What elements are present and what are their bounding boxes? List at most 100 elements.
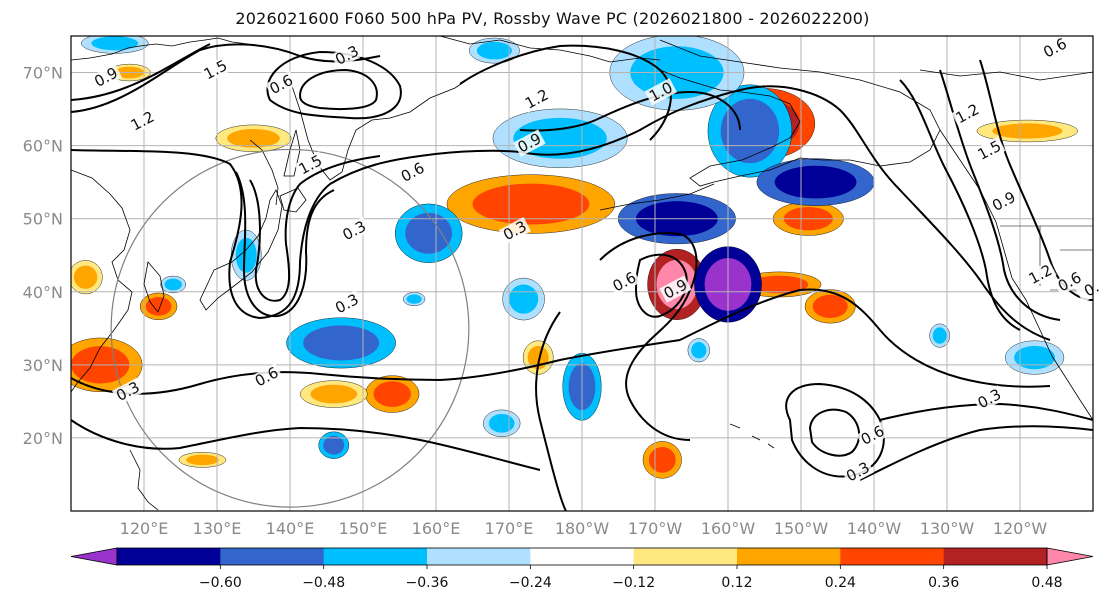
- pv-anomaly-core: [164, 278, 182, 291]
- chart-title: 2026021600 F060 500 hPa PV, Rossby Wave …: [235, 9, 870, 28]
- coast-hokkaido: [279, 187, 307, 213]
- pv-contour-north-loop: [266, 50, 402, 120]
- pv-anomaly-core: [406, 294, 422, 304]
- contour-label-bg: [520, 85, 553, 113]
- contour-label-bg: [644, 78, 678, 106]
- pv-contour-0.9-gulf: [519, 90, 741, 132]
- longitude-label: 120°W: [993, 519, 1048, 538]
- colorbar-tick-label: 0.36: [928, 575, 959, 591]
- contour-label-bg: [659, 275, 692, 303]
- latitude-label: 50°N: [23, 210, 63, 229]
- colorbar-tick-label: 0.48: [1031, 575, 1062, 591]
- pv-anomaly-core: [405, 212, 453, 254]
- coast-alaska: [659, 39, 941, 187]
- longitude-label: 150°E: [339, 519, 388, 538]
- coast-sakhalin: [283, 129, 301, 177]
- longitude-tick-labels: 120°E 130°E 140°E 150°E 160°E 170°E 180°W 170°W…: [120, 519, 1048, 538]
- pv-anomaly-core: [508, 284, 539, 314]
- pv-anomaly-core: [488, 413, 515, 433]
- longitude-label: 120°E: [120, 519, 169, 538]
- pv-contour-hawaii-inner: [808, 408, 861, 457]
- longitude-label: 140°E: [266, 519, 315, 538]
- contour-label-bg: [1075, 275, 1105, 303]
- longitude-label: 140°W: [847, 519, 902, 538]
- pv-contour-japan-trough-inner: [249, 155, 381, 302]
- pv-anomaly-core: [720, 98, 780, 164]
- contour-label-bg: [396, 158, 429, 186]
- pv-anomaly-core: [774, 165, 857, 199]
- longitude-label: 170°W: [628, 519, 683, 538]
- pv-contour-west-pacific-south: [71, 419, 541, 471]
- pv-anomaly-core: [373, 381, 411, 407]
- coast-japan: [199, 189, 283, 311]
- colorbar-segment: [427, 548, 531, 565]
- colorbar-segment: [943, 548, 1048, 565]
- contour-label-bg: [89, 63, 123, 91]
- longitude-label: 130°E: [193, 519, 242, 538]
- coast-east-siberia: [439, 36, 661, 63]
- contour-label-bg: [1038, 34, 1072, 62]
- contour-label-bg: [1024, 260, 1057, 289]
- colorbar-segment: [737, 548, 841, 565]
- pv-contour-west-coast-1: [899, 79, 1021, 331]
- colorbar-tick-label: 0.12: [721, 575, 752, 591]
- contour-label-bg: [126, 107, 159, 135]
- colorbar-segment: [840, 548, 945, 565]
- pv-anomaly-core: [648, 446, 676, 473]
- contour-label-bg: [987, 187, 1021, 216]
- pv-anomaly-core: [303, 325, 380, 361]
- colorbar-tick-label: −0.60: [199, 575, 242, 591]
- colorbar-tick-label: 0.24: [825, 575, 856, 591]
- pv-anomaly-core: [186, 454, 219, 466]
- pv-anomaly-core: [513, 117, 607, 159]
- lat-lon-gridlines: [71, 36, 1093, 511]
- contour-label-bg: [111, 377, 145, 406]
- contour-label-bg: [250, 363, 283, 391]
- contour-label-bg: [513, 129, 546, 157]
- latitude-label: 20°N: [23, 429, 63, 448]
- pv-anomaly-core: [235, 237, 257, 273]
- map-frame: [70, 35, 1094, 512]
- longitude-label: 130°W: [920, 519, 975, 538]
- focus-region-circle: [110, 148, 470, 508]
- contour-label-bg: [199, 56, 232, 84]
- coast-hawaii: [729, 423, 775, 449]
- pv-anomaly-core: [310, 384, 358, 404]
- coast-philippines: [129, 449, 159, 511]
- colorbar-segment: [117, 548, 221, 565]
- coast-kamchatka: [289, 77, 471, 181]
- colorbar-tick-label: −0.24: [509, 575, 552, 591]
- pv-anomaly-core: [749, 275, 809, 294]
- latitude-label: 40°N: [23, 283, 63, 302]
- colorbar-outline: [116, 547, 1048, 566]
- colorbar: −0.60 −0.48 −0.36 −0.24 −0.12 0.12 0.24 0.36 0.4…: [70, 547, 1094, 591]
- contour-label-bg: [973, 136, 1006, 164]
- coast-korea: [143, 261, 165, 313]
- pv-anomaly-core: [992, 123, 1063, 139]
- latitude-label: 70°N: [23, 64, 63, 83]
- contour-label-bg: [498, 217, 532, 245]
- pv-anomaly-core: [91, 36, 139, 51]
- pv-anomaly-core: [812, 294, 848, 319]
- colorbar-tick-label: −0.48: [302, 575, 345, 591]
- pv-contour-mid-pacific: [71, 339, 681, 395]
- contour-label-bg: [1053, 268, 1086, 296]
- pv-contour-1.2-north: [71, 43, 211, 101]
- pv-contour-aleut-low: [599, 232, 698, 441]
- pv-anomaly-core: [472, 183, 590, 225]
- contour-label-bg: [951, 100, 984, 128]
- coast-aleutians: [599, 183, 715, 211]
- pv-anomaly-core: [145, 297, 172, 316]
- colorbar-segment: [530, 548, 635, 565]
- longitude-label: 150°W: [774, 519, 829, 538]
- latitude-label: 60°N: [23, 137, 63, 156]
- colorbar-segment: [220, 548, 325, 565]
- contour-label-bg: [330, 41, 364, 69]
- contour-label-bg: [294, 151, 327, 179]
- longitude-label: 160°E: [412, 519, 461, 538]
- contour-label-bg: [841, 458, 875, 486]
- pv-anomaly-core: [73, 265, 98, 289]
- longitude-label: 170°E: [485, 519, 534, 538]
- pv-contour-nepac-ridge: [459, 44, 672, 141]
